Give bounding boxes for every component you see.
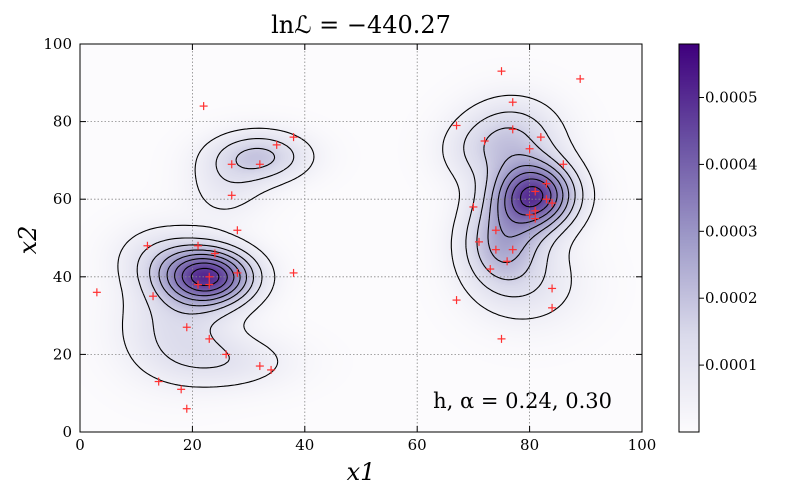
- data-point: [194, 241, 203, 250]
- data-point: [452, 296, 461, 305]
- colorbar-tick-label: 0.0003: [705, 222, 758, 240]
- contour-line: [149, 127, 576, 315]
- plot-frame: [79, 43, 643, 433]
- y-axis-label: x2: [14, 226, 42, 255]
- data-point: [255, 160, 264, 169]
- data-point: [491, 226, 500, 235]
- data-point: [210, 249, 219, 258]
- data-point: [289, 268, 298, 277]
- data-point: [548, 303, 557, 312]
- data-point: [205, 280, 214, 289]
- y-tick-label: 100: [43, 35, 72, 53]
- data-point: [536, 133, 545, 142]
- y-tick-label: 40: [53, 268, 72, 286]
- data-points: [92, 67, 585, 413]
- axis-ticks: 0 20 40 60 80 100 0 20 40 60 80 100: [43, 35, 656, 454]
- data-point: [182, 404, 191, 413]
- colorbar-tick-label: 0.0002: [705, 289, 758, 307]
- data-point: [486, 265, 495, 274]
- x-tick-label: 100: [628, 436, 657, 454]
- x-tick-label: 0: [75, 436, 85, 454]
- data-point: [272, 140, 281, 149]
- contour-line: [174, 171, 558, 297]
- colorbar-frame: [678, 43, 700, 433]
- contour-line: [166, 164, 564, 301]
- data-point: [497, 334, 506, 343]
- data-point: [503, 257, 512, 266]
- colorbar: 0.0001 0.0002 0.0003 0.0004 0.0005: [678, 43, 758, 433]
- data-point: [497, 67, 506, 76]
- data-point: [531, 187, 540, 196]
- data-point: [149, 292, 158, 301]
- colorbar-ticks: 0.0001 0.0002 0.0003 0.0004 0.0005: [699, 89, 758, 374]
- data-point: [508, 125, 517, 134]
- contour-lines: [117, 94, 596, 388]
- data-point: [576, 74, 585, 83]
- x-tick-label: 20: [183, 436, 202, 454]
- heatmap-layer: [80, 44, 642, 432]
- data-point: [199, 102, 208, 111]
- contour-line: [136, 111, 584, 369]
- data-point: [92, 288, 101, 297]
- data-point: [548, 199, 557, 208]
- data-point: [233, 268, 242, 277]
- data-point: [491, 245, 500, 254]
- bandwidth-annotation: h, α = 0.24, 0.30: [433, 389, 612, 413]
- y-tick-label: 60: [53, 190, 72, 208]
- data-point: [194, 280, 203, 289]
- data-point: [531, 214, 540, 223]
- data-point: [542, 195, 551, 204]
- data-point: [143, 241, 152, 250]
- data-point: [548, 284, 557, 293]
- x-tick-label: 40: [295, 436, 314, 454]
- data-point: [289, 133, 298, 142]
- data-point: [233, 226, 242, 235]
- data-point: [182, 323, 191, 332]
- data-point: [475, 237, 484, 246]
- colorbar-tick-label: 0.0005: [705, 89, 758, 107]
- colorbar-tick-label: 0.0004: [705, 155, 758, 173]
- data-point: [452, 121, 461, 130]
- data-point: [480, 137, 489, 145]
- data-point: [531, 206, 540, 215]
- data-point: [469, 202, 478, 211]
- contour-line: [181, 178, 552, 292]
- data-point: [154, 377, 163, 386]
- colorbar-tick-label: 0.0001: [705, 356, 758, 374]
- y-tick-label: 80: [53, 113, 72, 131]
- x-tick-label: 80: [520, 436, 539, 454]
- data-point: [222, 350, 231, 359]
- data-point: [267, 365, 276, 374]
- chart-title: lnℒ = −440.27: [271, 11, 451, 39]
- data-point: [508, 98, 517, 107]
- y-tick-label: 0: [62, 423, 72, 441]
- density-heatmap: [80, 44, 642, 432]
- x-axis-label: x1: [347, 458, 376, 486]
- data-point: [227, 191, 236, 200]
- data-point: [227, 160, 236, 169]
- data-point: [205, 334, 214, 343]
- data-point: [559, 160, 568, 169]
- contour-line: [117, 94, 596, 388]
- colorbar-gradient: [679, 44, 699, 432]
- x-tick-label: 60: [408, 436, 427, 454]
- data-point: [525, 144, 534, 153]
- y-tick-label: 20: [53, 345, 72, 363]
- data-point: [205, 272, 214, 281]
- data-point: [525, 210, 534, 219]
- data-point: [508, 245, 517, 254]
- data-point: [542, 179, 551, 188]
- data-point: [177, 385, 186, 394]
- data-point: [255, 362, 264, 371]
- contour-line: [158, 154, 570, 307]
